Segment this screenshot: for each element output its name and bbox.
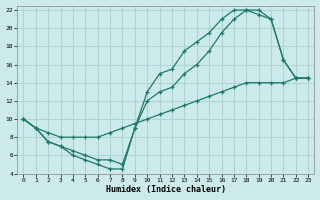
X-axis label: Humidex (Indice chaleur): Humidex (Indice chaleur) xyxy=(106,185,226,194)
